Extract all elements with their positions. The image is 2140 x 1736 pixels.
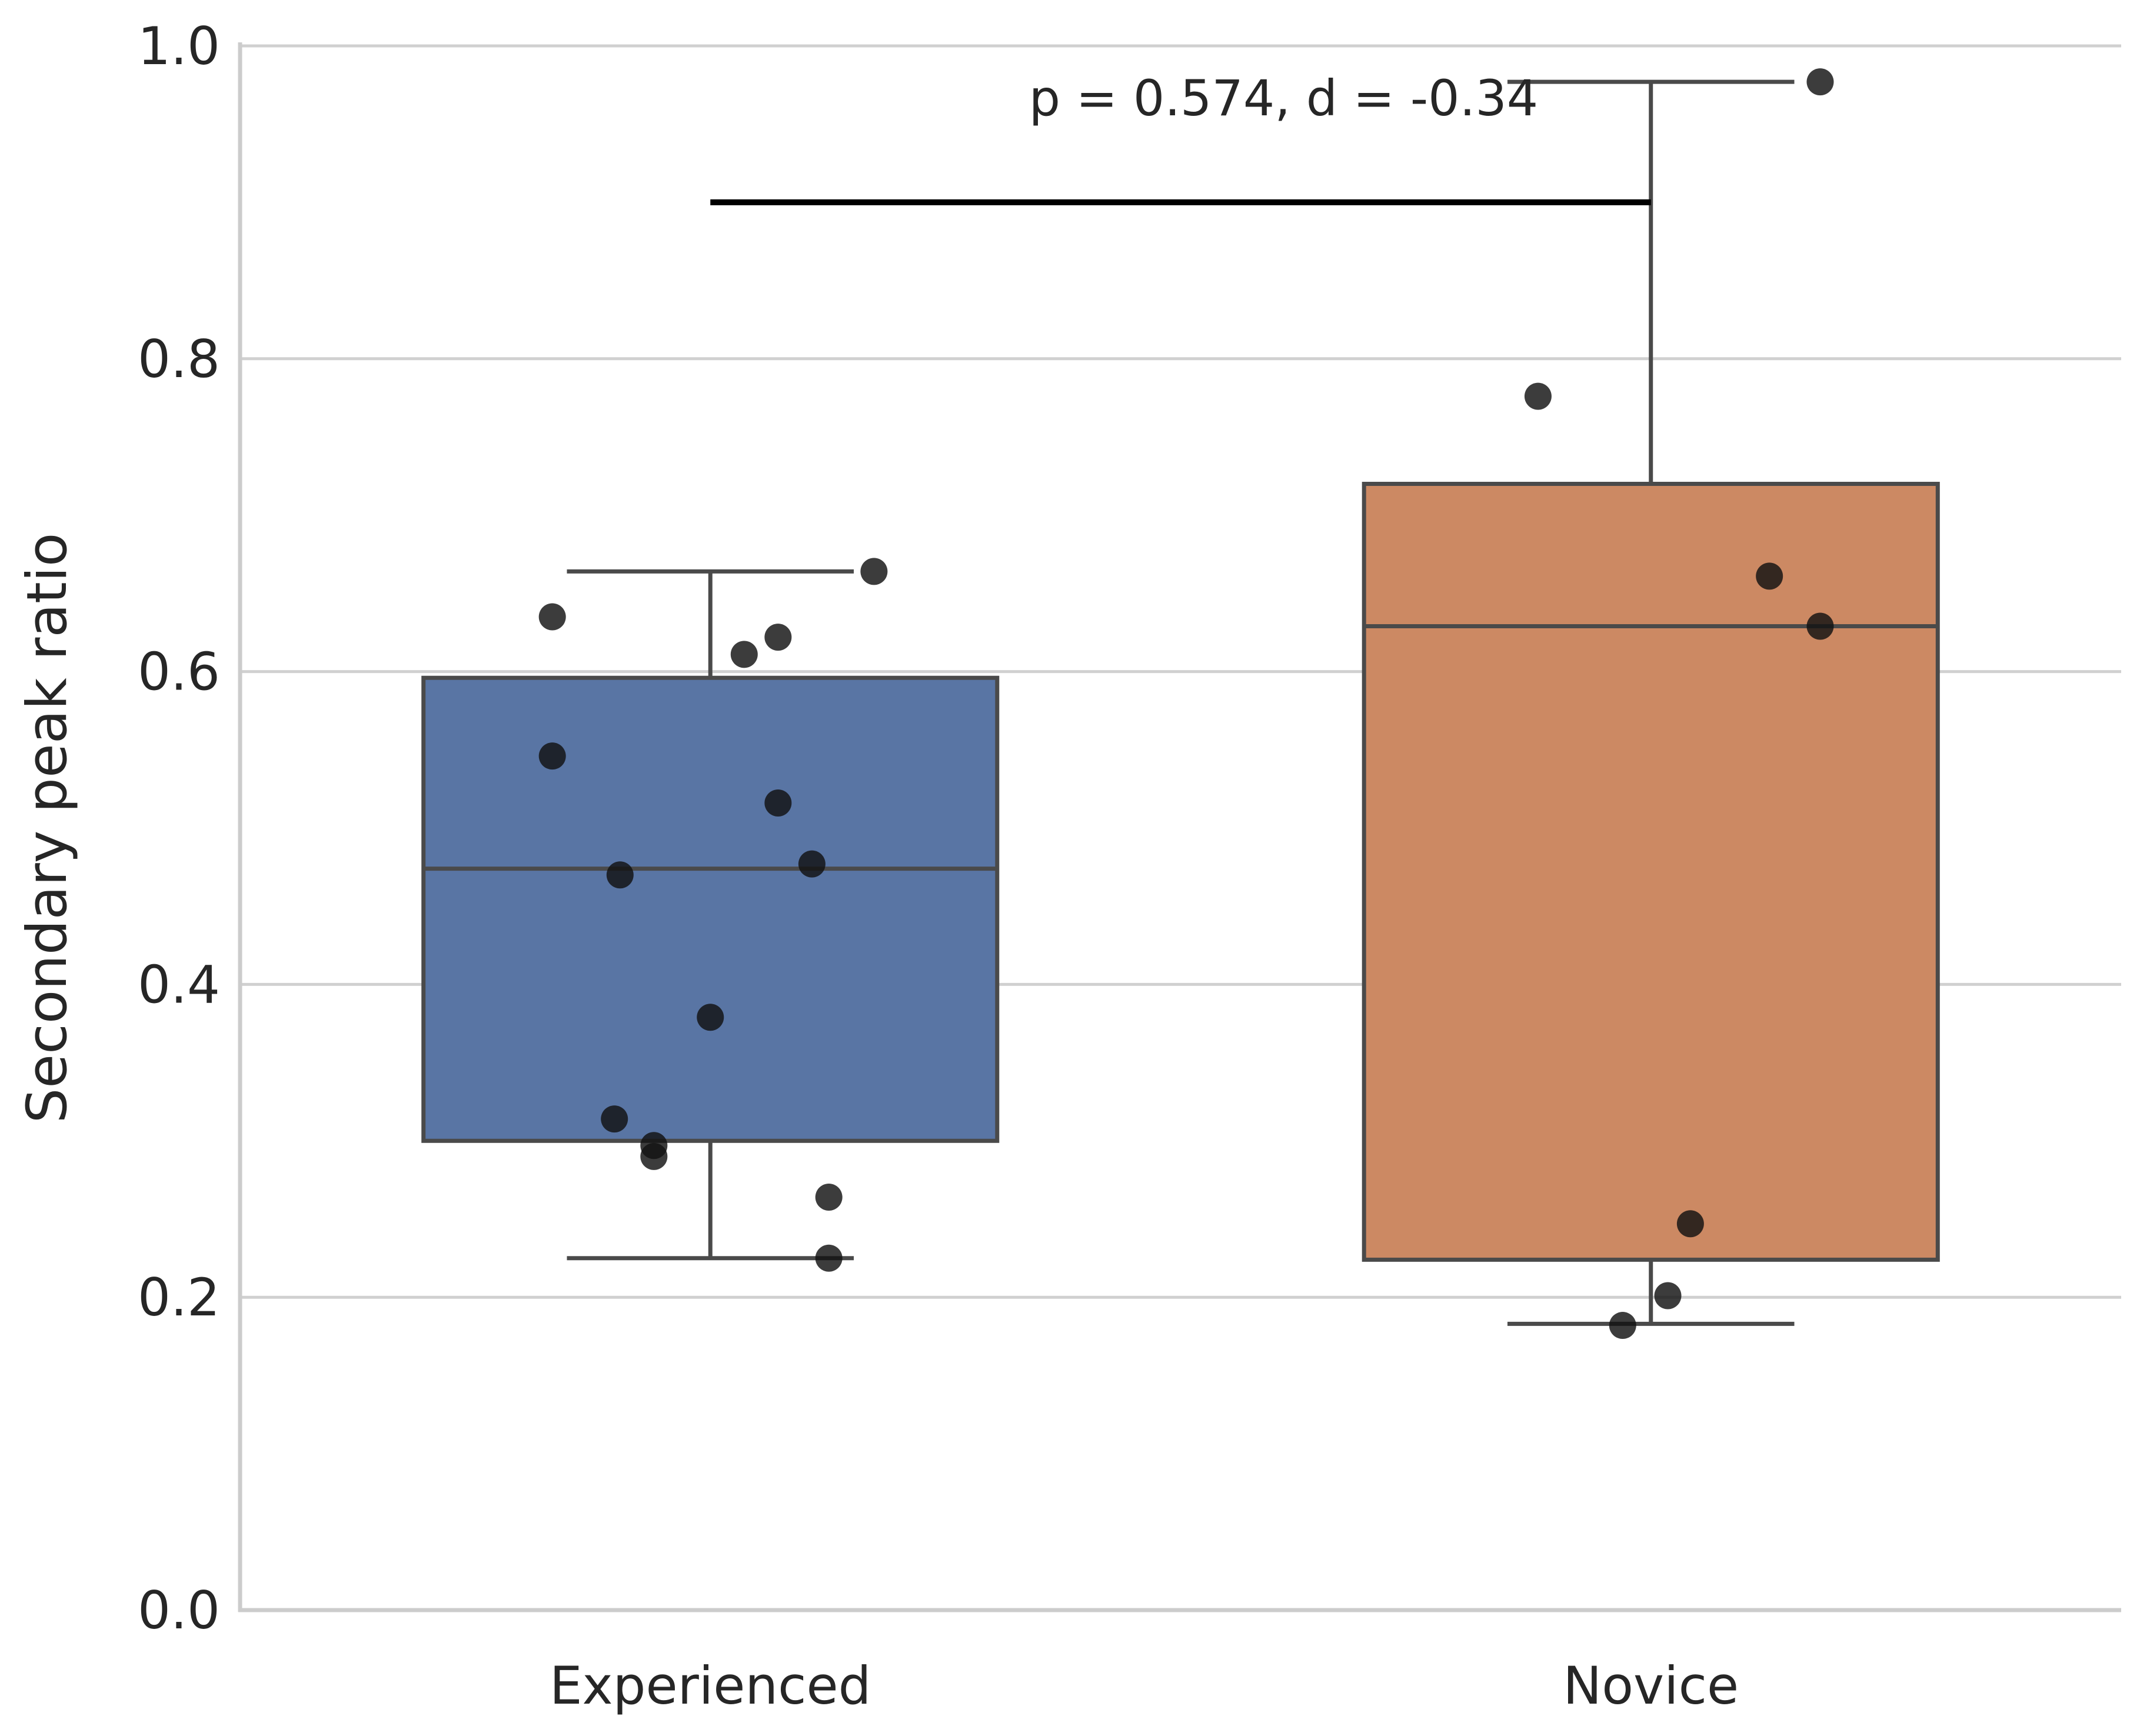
data-point [1676, 1210, 1704, 1238]
data-points [538, 68, 1834, 1340]
boxes [421, 79, 1940, 1326]
y-tick-label: 1.0 [138, 16, 220, 76]
y-tick-label: 0.6 [138, 642, 220, 702]
data-point [764, 624, 792, 651]
data-point [1806, 612, 1834, 640]
data-point [815, 1244, 843, 1272]
data-point [606, 861, 634, 889]
significance-annotation: p = 0.574, d = -0.34 [710, 69, 1651, 205]
significance-label: p = 0.574, d = -0.34 [1029, 69, 1538, 127]
data-point [764, 789, 792, 817]
data-point [538, 603, 566, 631]
y-tick-label: 0.2 [138, 1267, 220, 1328]
data-point [798, 850, 826, 878]
data-point [1806, 68, 1834, 96]
x-tick-label: Novice [1563, 1655, 1739, 1716]
x-tick-label: Experienced [550, 1655, 871, 1716]
data-point [697, 1004, 724, 1031]
y-tick-label: 0.4 [138, 954, 220, 1015]
data-point [1609, 1312, 1636, 1340]
data-point [730, 641, 758, 668]
data-point [1756, 562, 1783, 590]
data-point [1524, 382, 1552, 410]
box-novice [1362, 482, 1940, 1262]
y-tick-label: 0.0 [138, 1580, 220, 1641]
box-experienced [421, 675, 1000, 1143]
y-tick-label: 0.8 [138, 329, 220, 389]
axes: 0.0 0.2 0.4 0.6 0.8 1.0 Experienced Novice [138, 16, 2121, 1716]
data-point [1654, 1282, 1682, 1310]
data-point [640, 1142, 668, 1170]
data-point [538, 742, 566, 770]
data-point [815, 1184, 843, 1211]
data-point [601, 1105, 628, 1133]
y-axis-label: Secondary peak ratio [15, 533, 79, 1124]
data-point [860, 558, 888, 585]
